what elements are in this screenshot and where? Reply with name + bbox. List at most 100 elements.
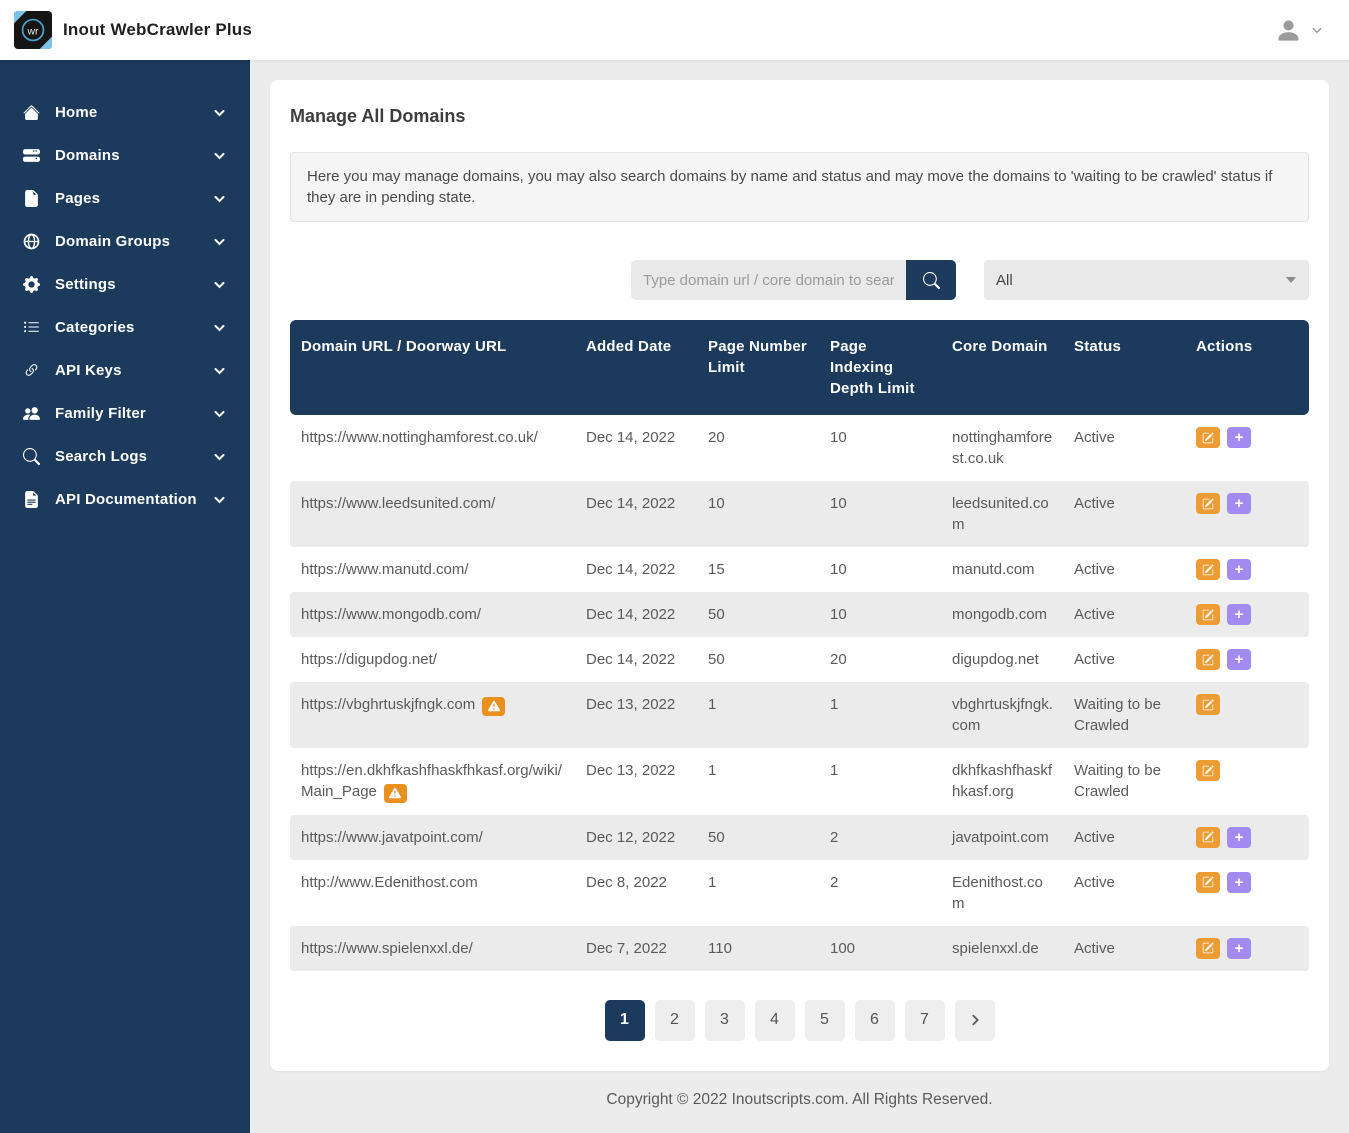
- page-indexing-depth-limit: 1: [819, 682, 941, 748]
- domain-search-input[interactable]: [631, 260, 906, 300]
- pagination-page-5[interactable]: 5: [804, 999, 845, 1041]
- search-logs-icon: [23, 448, 40, 465]
- edit-domain-button[interactable]: [1196, 760, 1220, 781]
- sidebar-item-api-documentation[interactable]: API Documentation: [0, 478, 250, 521]
- plus-icon: +: [1235, 430, 1244, 445]
- api-keys-icon: [23, 362, 40, 379]
- sidebar-item-domains[interactable]: Domains: [0, 134, 250, 177]
- table-row: https://www.manutd.com/ Dec 14, 2022 15 …: [290, 547, 1309, 592]
- domain-url: https://en.dkhfkashfhaskfhkasf.org/wiki/…: [301, 762, 562, 800]
- sidebar-item-search-logs[interactable]: Search Logs: [0, 435, 250, 478]
- domain-url: https://www.mongodb.com/: [301, 606, 481, 623]
- chevron-down-icon: [213, 192, 226, 205]
- sidebar-item-label: API Documentation: [55, 489, 213, 510]
- core-domain: Edenithost.com: [941, 860, 1063, 926]
- edit-icon: [1202, 431, 1214, 443]
- status: Active: [1063, 860, 1185, 926]
- column-header-domain-url: Domain URL / Doorway URL: [290, 320, 575, 415]
- core-domain: digupdog.net: [941, 637, 1063, 682]
- sidebar-item-api-keys[interactable]: API Keys: [0, 349, 250, 392]
- add-to-crawl-button[interactable]: +: [1227, 649, 1251, 670]
- categories-icon: [23, 319, 40, 336]
- status-filter-select[interactable]: All: [984, 260, 1309, 300]
- edit-icon: [1202, 698, 1214, 710]
- domain-url: https://www.leedsunited.com/: [301, 495, 495, 512]
- pagination-page-7[interactable]: 7: [904, 999, 945, 1041]
- plus-icon: +: [1235, 875, 1244, 890]
- page-indexing-depth-limit: 2: [819, 860, 941, 926]
- add-to-crawl-button[interactable]: +: [1227, 559, 1251, 580]
- svg-text:wr: wr: [26, 26, 39, 37]
- table-row: https://www.javatpoint.com/ Dec 12, 2022…: [290, 814, 1309, 860]
- edit-domain-button[interactable]: [1196, 694, 1220, 715]
- pagination: 1 2 3 4 5 6 7: [290, 999, 1309, 1041]
- edit-domain-button[interactable]: [1196, 826, 1220, 848]
- pagination-next-button[interactable]: [954, 999, 995, 1041]
- app-logo-icon: wr: [14, 11, 52, 49]
- page-number-limit: 1: [697, 860, 819, 926]
- page-indexing-depth-limit: 2: [819, 815, 941, 860]
- edit-domain-button[interactable]: [1196, 937, 1220, 959]
- sidebar-item-label: Categories: [55, 317, 213, 338]
- table-row: https://www.nottinghamforest.co.uk/ Dec …: [290, 415, 1309, 481]
- sidebar-item-categories[interactable]: Categories: [0, 306, 250, 349]
- chevron-right-icon: [971, 1014, 979, 1026]
- edit-domain-button[interactable]: [1196, 559, 1220, 580]
- edit-icon: [1202, 653, 1214, 665]
- status: Active: [1063, 592, 1185, 637]
- status: Active: [1063, 481, 1185, 547]
- sidebar-item-home[interactable]: Home: [0, 91, 250, 134]
- added-date: Dec 14, 2022: [575, 481, 697, 547]
- brand-logo-link[interactable]: wr Inout WebCrawler Plus: [14, 11, 252, 49]
- page-number-limit: 110: [697, 926, 819, 971]
- add-to-crawl-button[interactable]: +: [1227, 493, 1251, 514]
- domain-url: https://digupdog.net/: [301, 651, 437, 668]
- pagination-page-1[interactable]: 1: [604, 999, 645, 1041]
- status: Active: [1063, 415, 1185, 481]
- plus-icon: +: [1235, 941, 1244, 956]
- sidebar-item-pages[interactable]: Pages: [0, 177, 250, 220]
- domain-url: https://www.manutd.com/: [301, 561, 469, 578]
- edit-domain-button[interactable]: [1196, 493, 1220, 514]
- sidebar-item-domain-groups[interactable]: Domain Groups: [0, 220, 250, 263]
- column-header-core-domain: Core Domain: [941, 320, 1063, 415]
- add-to-crawl-button[interactable]: +: [1227, 826, 1251, 848]
- pagination-page-3[interactable]: 3: [704, 999, 745, 1041]
- edit-domain-button[interactable]: [1196, 649, 1220, 670]
- add-to-crawl-button[interactable]: +: [1227, 871, 1251, 893]
- chevron-down-icon: [213, 321, 226, 334]
- chevron-down-icon: [213, 278, 226, 291]
- add-to-crawl-button[interactable]: +: [1227, 427, 1251, 448]
- sidebar-item-family-filter[interactable]: Family Filter: [0, 392, 250, 435]
- warning-icon: [482, 696, 506, 716]
- topbar: wr Inout WebCrawler Plus: [0, 0, 1349, 60]
- main-content: Manage All Domains Here you may manage d…: [250, 60, 1349, 1133]
- chevron-down-icon: [1312, 27, 1322, 34]
- api-documentation-icon: [23, 491, 40, 508]
- page-indexing-depth-limit: 10: [819, 592, 941, 637]
- added-date: Dec 8, 2022: [575, 860, 697, 926]
- sidebar-item-label: Family Filter: [55, 403, 213, 424]
- pagination-page-6[interactable]: 6: [854, 999, 895, 1041]
- column-header-page-number-limit: Page Number Limit: [697, 320, 819, 415]
- edit-domain-button[interactable]: [1196, 427, 1220, 448]
- page-indexing-depth-limit: 1: [819, 748, 941, 815]
- sidebar-item-settings[interactable]: Settings: [0, 263, 250, 306]
- edit-domain-button[interactable]: [1196, 871, 1220, 893]
- user-menu[interactable]: [1275, 17, 1323, 44]
- column-header-page-indexing-depth-limit: Page Indexing Depth Limit: [819, 320, 941, 415]
- edit-domain-button[interactable]: [1196, 604, 1220, 625]
- pagination-page-4[interactable]: 4: [754, 999, 795, 1041]
- add-to-crawl-button[interactable]: +: [1227, 604, 1251, 625]
- search-button[interactable]: [906, 260, 956, 300]
- add-to-crawl-button[interactable]: +: [1227, 937, 1251, 959]
- edit-icon: [1202, 497, 1214, 509]
- added-date: Dec 14, 2022: [575, 592, 697, 637]
- warning-icon: [383, 783, 407, 803]
- pagination-page-2[interactable]: 2: [654, 999, 695, 1041]
- added-date: Dec 14, 2022: [575, 637, 697, 682]
- core-domain: nottinghamforest.co.uk: [941, 415, 1063, 481]
- table-row: https://digupdog.net/ Dec 14, 2022 50 20…: [290, 637, 1309, 682]
- added-date: Dec 12, 2022: [575, 815, 697, 860]
- sidebar-item-label: Search Logs: [55, 446, 213, 467]
